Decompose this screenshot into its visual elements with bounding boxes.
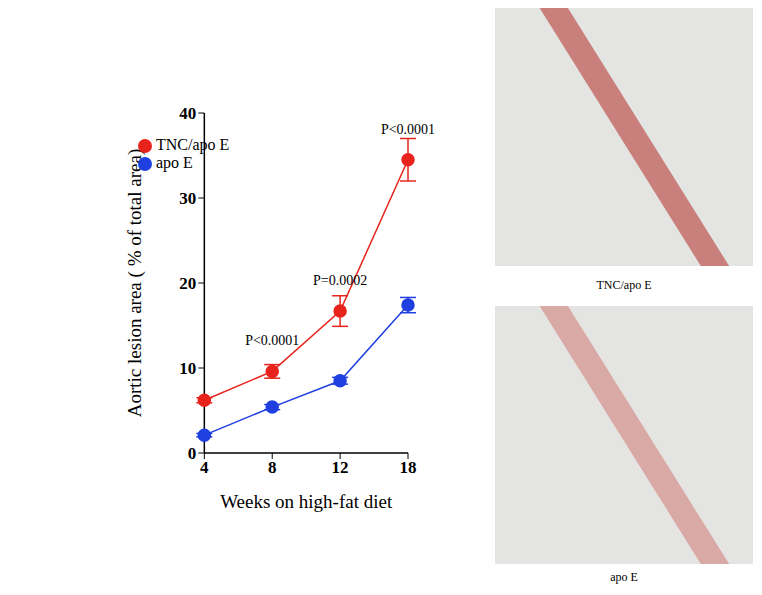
svg-text:30: 30 bbox=[179, 189, 196, 208]
svg-text:Weeks on high-fat diet: Weeks on high-fat diet bbox=[220, 491, 393, 512]
svg-text:P<0.0001: P<0.0001 bbox=[381, 122, 435, 137]
svg-text:Aortic lesion area ( % of tota: Aortic lesion area ( % of total area) bbox=[124, 149, 146, 418]
svg-text:20: 20 bbox=[179, 274, 196, 293]
svg-text:40: 40 bbox=[179, 104, 196, 123]
html-text:TNC/apo E: TNC/apo E bbox=[156, 136, 230, 153]
svg-text:18: 18 bbox=[400, 458, 417, 477]
html-text:TNC/apo E: TNC/apo E bbox=[596, 278, 652, 292]
svg-text:12: 12 bbox=[332, 458, 349, 477]
svg-text:4: 4 bbox=[200, 458, 209, 477]
svg-text:0: 0 bbox=[188, 444, 197, 463]
html-text:apo E: apo E bbox=[156, 154, 193, 171]
svg-text:8: 8 bbox=[268, 458, 277, 477]
svg-text:P=0.0002: P=0.0002 bbox=[313, 273, 367, 288]
svg-text:P<0.0001: P<0.0001 bbox=[245, 333, 299, 348]
svg-text:10: 10 bbox=[179, 359, 196, 378]
html-text:apo E: apo E bbox=[610, 570, 638, 584]
